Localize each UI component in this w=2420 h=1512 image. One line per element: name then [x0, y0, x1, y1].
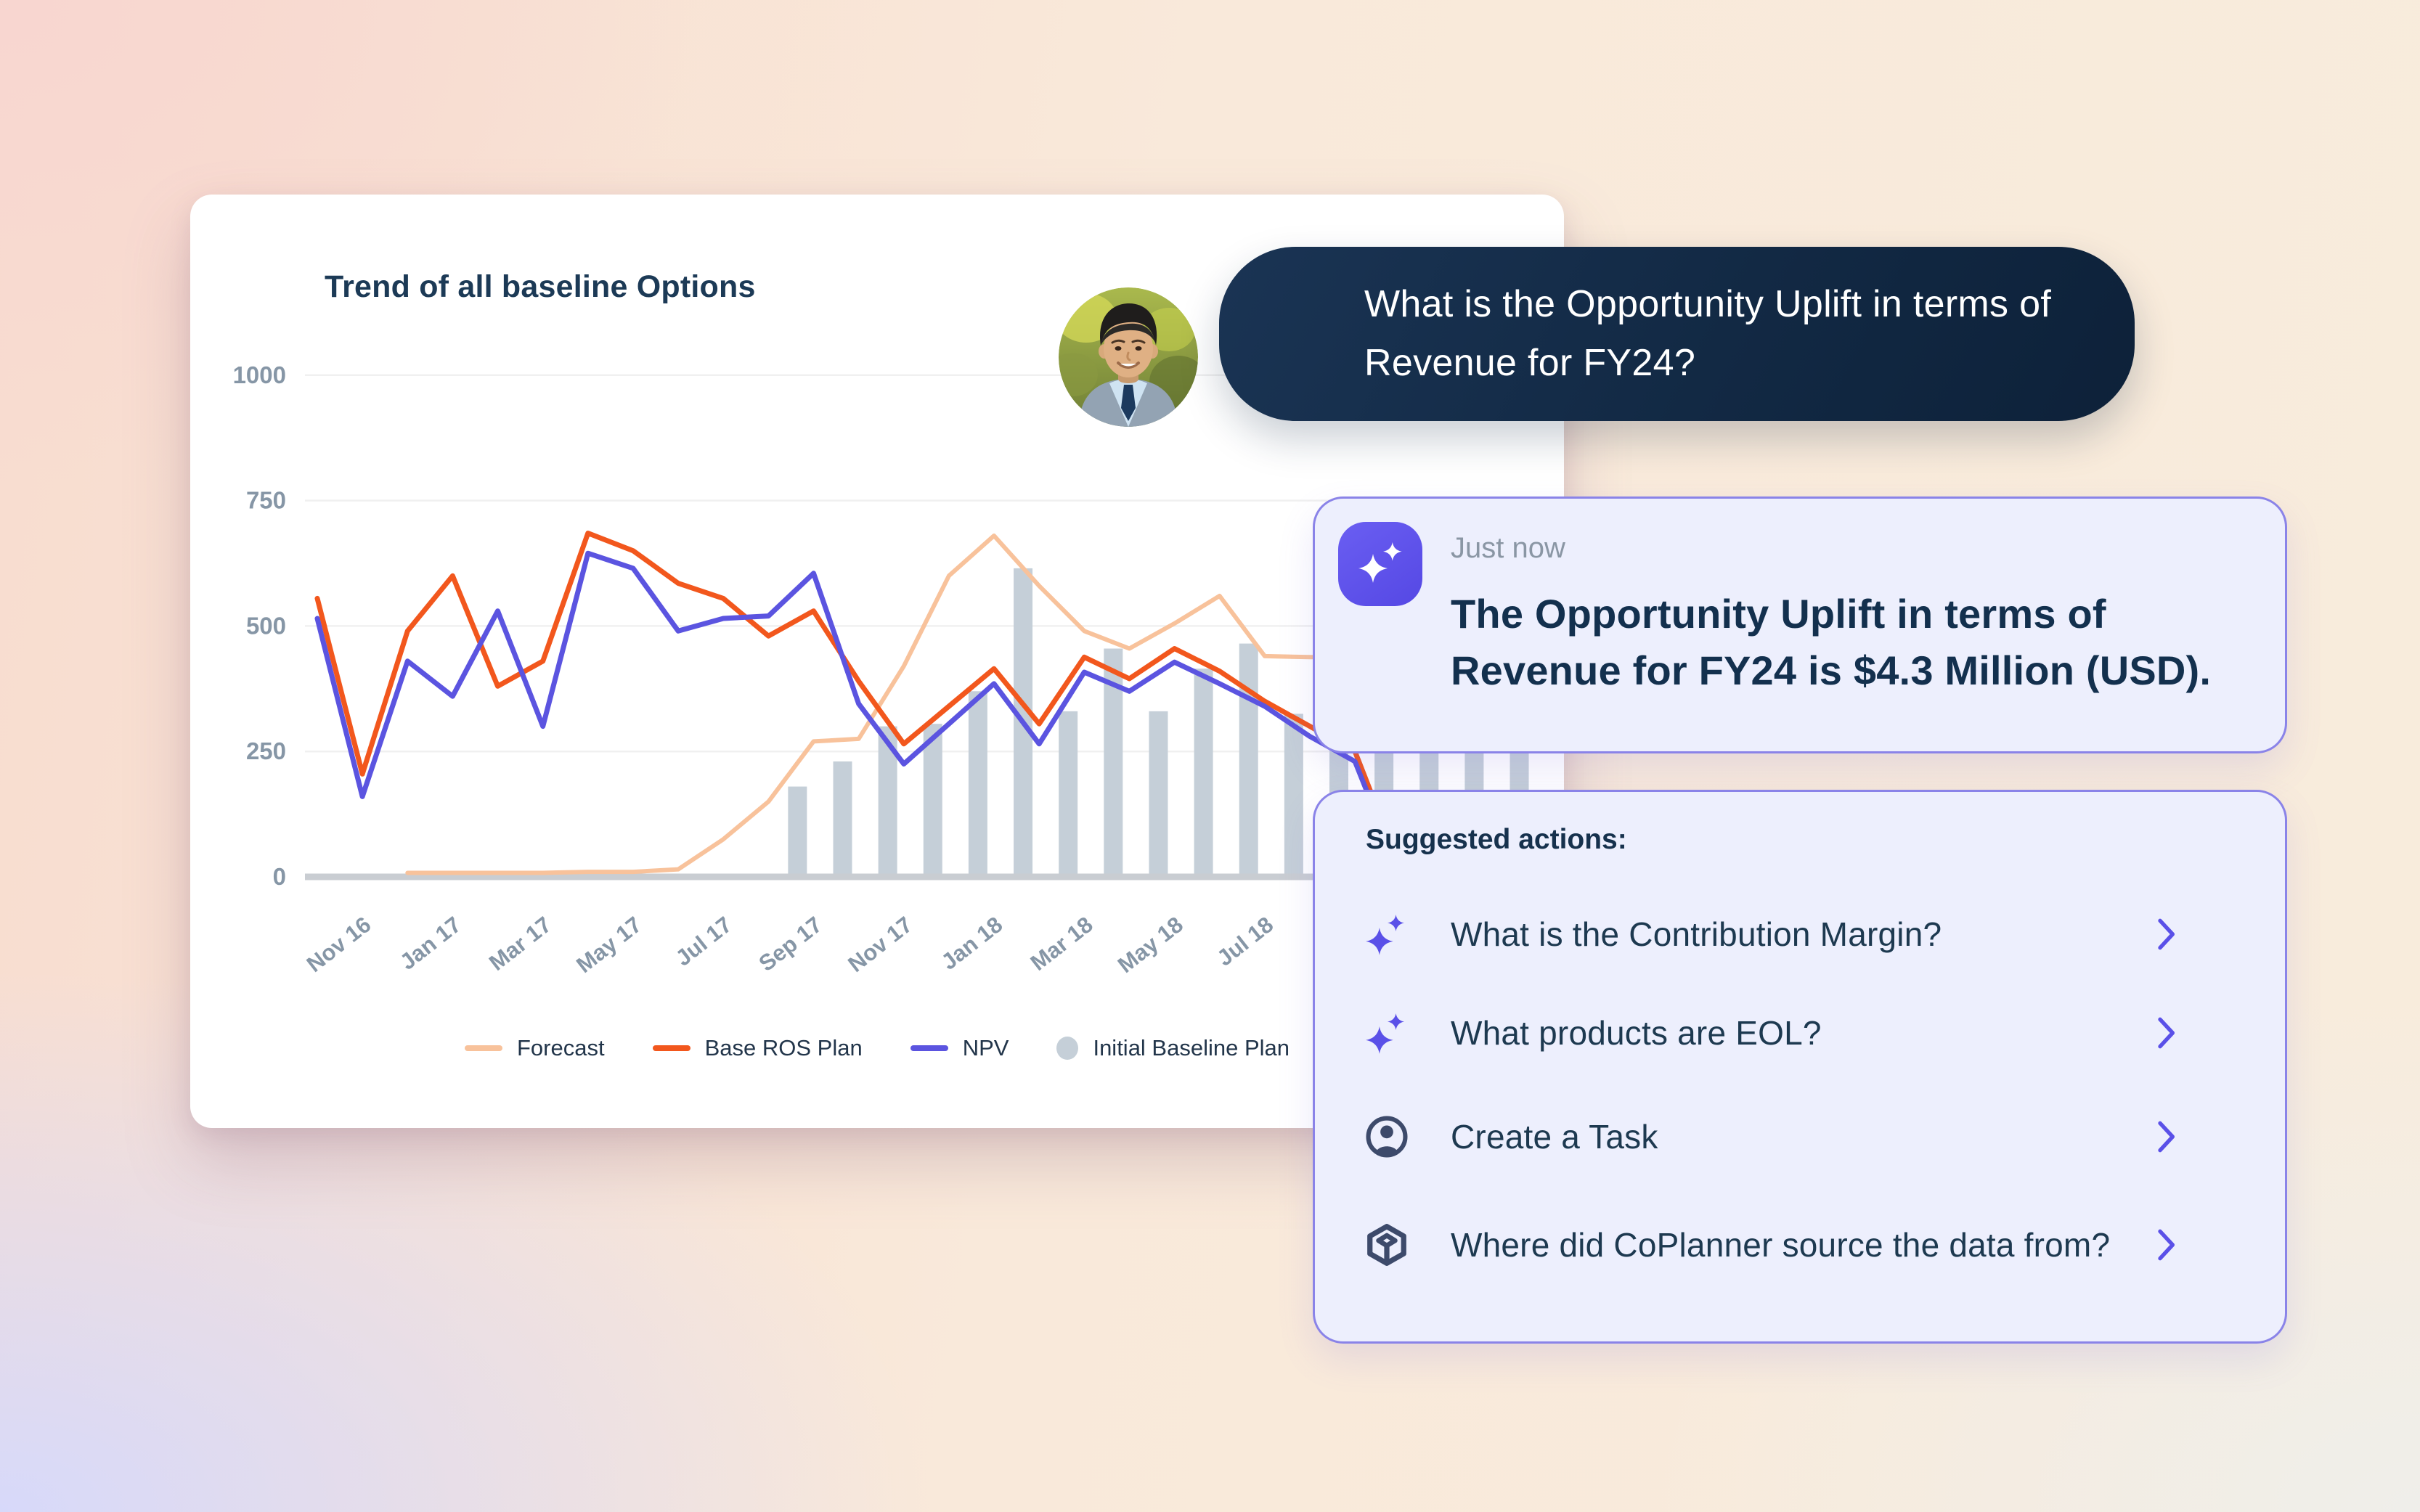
legend-label: Initial Baseline Plan	[1093, 1035, 1290, 1061]
svg-text:May 18: May 18	[1113, 912, 1188, 978]
chart-legend: Forecast Base ROS Plan NPV Initial Baseline…	[190, 1035, 1564, 1061]
legend-item[interactable]: Forecast	[464, 1035, 605, 1061]
answer-text: The Opportunity Uplift in terms of Reven…	[1451, 591, 2212, 693]
svg-text:250: 250	[246, 737, 286, 764]
svg-text:Nov 16: Nov 16	[302, 912, 376, 977]
chevron-right-icon	[2158, 1121, 2175, 1153]
legend-line-marker	[464, 1045, 502, 1051]
suggested-action-products-eol[interactable]: What products are EOL?	[1315, 998, 2285, 1068]
suggested-action-create-task[interactable]: Create a Task	[1315, 1102, 2285, 1172]
legend-line-marker	[652, 1045, 690, 1051]
user-avatar	[1059, 287, 1198, 427]
svg-text:Sep 17: Sep 17	[754, 912, 826, 976]
person-icon	[1366, 1116, 1408, 1158]
svg-text:Jan 18: Jan 18	[937, 912, 1008, 975]
legend-item[interactable]: Initial Baseline Plan	[1056, 1035, 1290, 1061]
user-question: What is the Opportunity Uplift in terms …	[1364, 283, 2052, 384]
legend-label: Forecast	[516, 1035, 605, 1061]
suggested-action-contribution-margin[interactable]: What is the Contribution Margin?	[1315, 899, 2285, 969]
svg-text:Jul 18: Jul 18	[1212, 912, 1278, 971]
svg-text:1000: 1000	[233, 361, 286, 388]
sparkle-icon	[1366, 1013, 1405, 1054]
legend-label: Base ROS Plan	[704, 1035, 863, 1061]
svg-text:May 17: May 17	[571, 912, 646, 978]
chevron-right-icon	[2158, 1017, 2175, 1049]
svg-text:750: 750	[246, 487, 286, 514]
chevron-right-icon	[2158, 1229, 2175, 1261]
legend-item[interactable]: Base ROS Plan	[652, 1035, 863, 1061]
svg-text:Mar 18: Mar 18	[1026, 912, 1098, 976]
svg-text:Jul 17: Jul 17	[671, 912, 737, 971]
user-chat-bubble: What is the Opportunity Uplift in terms …	[1219, 247, 2135, 421]
sparkle-icon	[1358, 542, 1402, 583]
svg-text:Mar 17: Mar 17	[484, 912, 556, 976]
chevron-right-icon	[2158, 918, 2175, 950]
suggested-actions-card: Suggested actions: What is the Contribut…	[1313, 790, 2287, 1344]
svg-text:0: 0	[273, 863, 286, 890]
suggested-action-label: What is the Contribution Margin?	[1451, 915, 1942, 953]
ai-answer-card: Just now The Opportunity Uplift in terms…	[1313, 496, 2287, 753]
trend-chart: 0 250 500 750 1000 Nov 16 Jan 17 Mar 17 May 17 Ju…	[233, 361, 1529, 978]
user-avatar-photo-icon	[1059, 287, 1198, 427]
suggested-action-data-source[interactable]: Where did CoPlanner source the data from…	[1315, 1210, 2285, 1280]
answer-timestamp: Just now	[1451, 532, 1565, 564]
svg-text:Nov 17: Nov 17	[843, 912, 917, 977]
sparkle-icon	[1366, 915, 1405, 955]
suggested-actions-header: Suggested actions:	[1366, 824, 1627, 855]
cube-icon	[1367, 1224, 1406, 1266]
suggested-action-label: What products are EOL?	[1451, 1014, 1822, 1052]
legend-line-marker	[910, 1045, 948, 1051]
suggested-action-label: Create a Task	[1451, 1118, 1658, 1156]
legend-circle-marker	[1056, 1037, 1079, 1060]
legend-label: NPV	[962, 1035, 1009, 1061]
chart-title: Trend of all baseline Options	[325, 269, 756, 304]
svg-text:Jan 17: Jan 17	[395, 912, 466, 975]
ai-sparkle-badge	[1338, 522, 1422, 606]
suggested-action-label: Where did CoPlanner source the data from…	[1451, 1226, 2111, 1264]
legend-item[interactable]: NPV	[910, 1035, 1009, 1061]
svg-text:500: 500	[246, 612, 286, 639]
